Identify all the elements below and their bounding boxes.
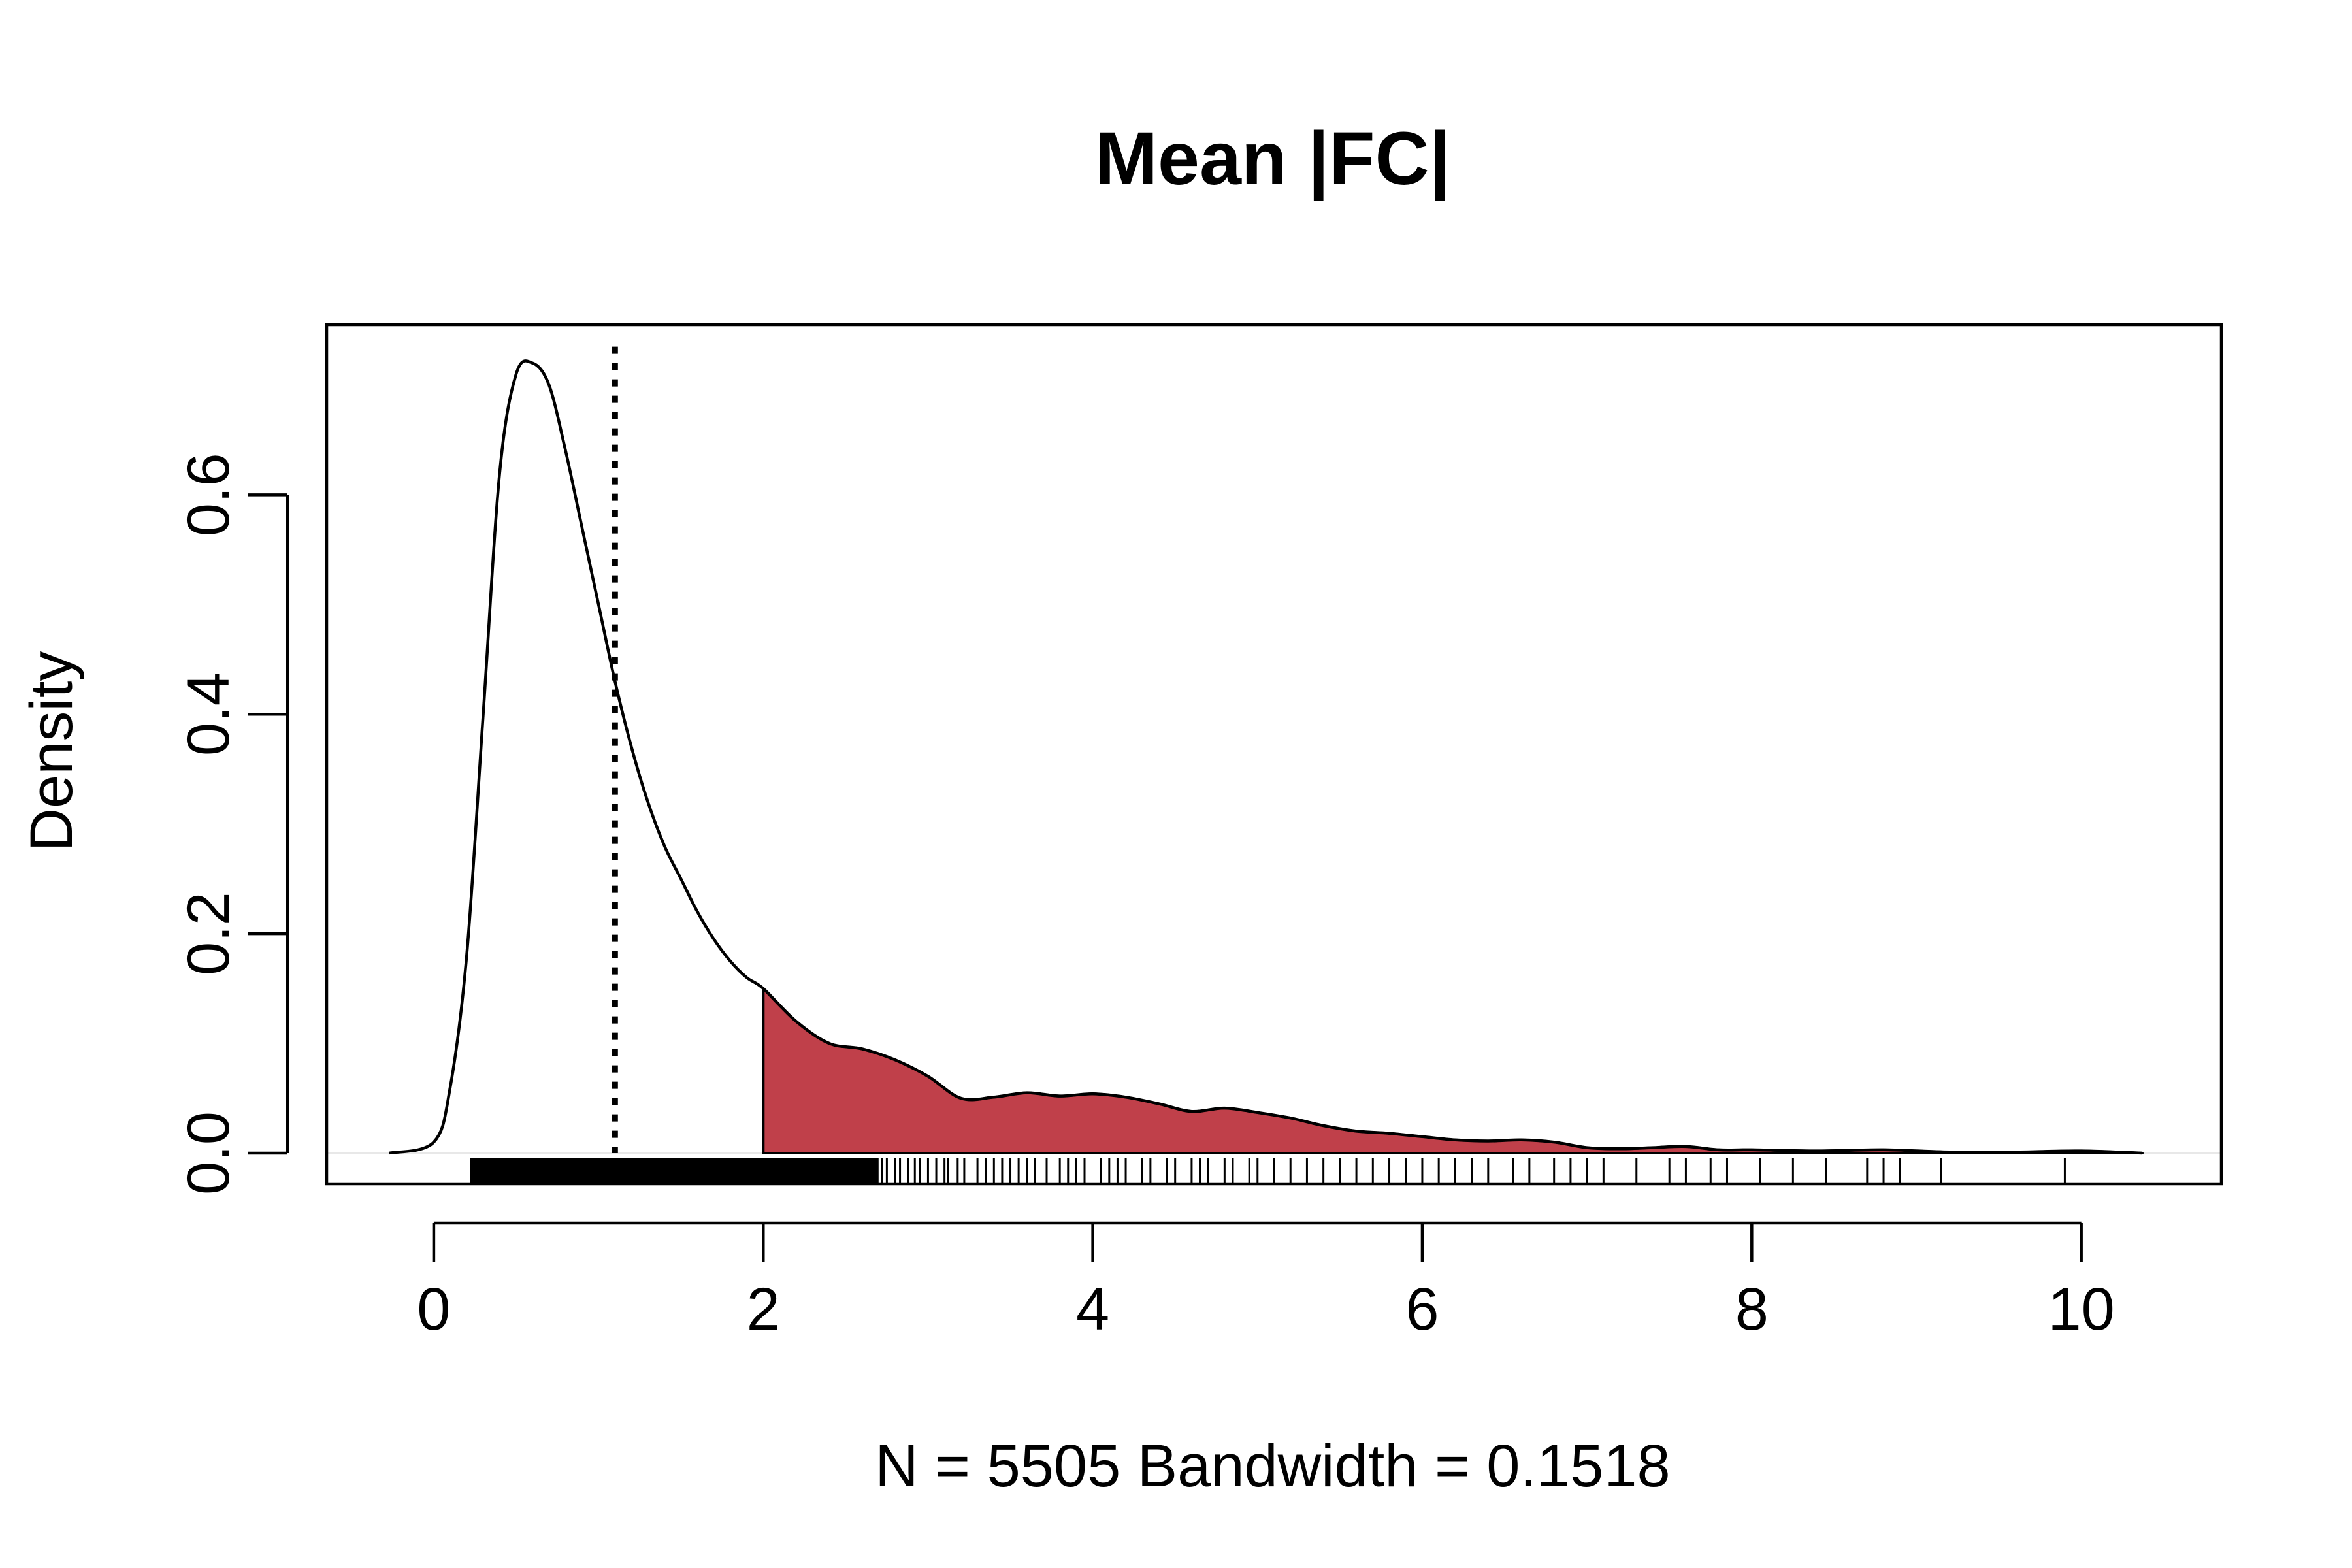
y-tick-label: 0.0 bbox=[175, 1111, 242, 1195]
y-tick-label: 0.4 bbox=[175, 672, 242, 756]
x-tick-label: 0 bbox=[417, 1276, 450, 1343]
x-tick-label: 6 bbox=[1405, 1276, 1439, 1343]
plot-area: 0 2 4 6 8 10 0.0 0.2 0.4 0.6 bbox=[175, 323, 2223, 1343]
rug-dense-block bbox=[470, 1158, 879, 1183]
density-curve bbox=[389, 359, 2143, 1155]
x-axis-label: N = 5505 Bandwidth = 0.1518 bbox=[875, 1433, 1670, 1499]
x-tick-label: 8 bbox=[1735, 1276, 1769, 1343]
chart-title: Mean |FC| bbox=[1095, 117, 1450, 201]
plot-frame bbox=[325, 323, 2223, 1186]
y-axis-label: Density bbox=[18, 651, 85, 852]
x-tick-label: 4 bbox=[1076, 1276, 1109, 1343]
shaded-tail-area bbox=[762, 987, 2144, 1154]
x-tick-label: 10 bbox=[2048, 1276, 2114, 1343]
y-tick-label: 0.2 bbox=[175, 892, 242, 975]
x-tick-label: 2 bbox=[747, 1276, 780, 1343]
y-tick-label: 0.6 bbox=[175, 453, 242, 536]
